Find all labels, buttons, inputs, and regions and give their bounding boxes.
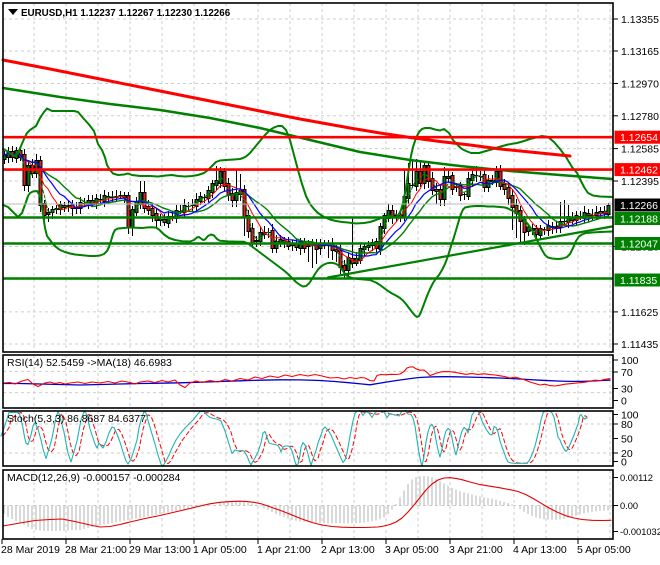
- svg-text:0: 0: [621, 396, 627, 408]
- svg-text:28 Mar 2019: 28 Mar 2019: [1, 544, 60, 556]
- svg-text:-0.001032: -0.001032: [620, 527, 660, 537]
- svg-text:1 Apr 05:00: 1 Apr 05:00: [193, 544, 247, 556]
- svg-text:1.12395: 1.12395: [621, 176, 659, 188]
- svg-text:1 Apr 21:00: 1 Apr 21:00: [257, 544, 311, 556]
- svg-text:1.13355: 1.13355: [621, 14, 659, 26]
- svg-text:1.12047: 1.12047: [620, 239, 658, 251]
- svg-text:1.11435: 1.11435: [621, 339, 658, 351]
- svg-text:EURUSD,H1 1.12237 1.12267 1.1: EURUSD,H1 1.12237 1.12267 1.12230 1.1226…: [21, 8, 231, 19]
- svg-text:RSI(14) 52.5459 ->MA(18) 46.6: RSI(14) 52.5459 ->MA(18) 46.6983: [7, 357, 172, 369]
- svg-text:1.12780: 1.12780: [621, 111, 659, 123]
- svg-text:MACD(12,26,9) -0.000157 -0.000: MACD(12,26,9) -0.000157 -0.000284: [7, 472, 181, 484]
- svg-text:29 Mar 13:00: 29 Mar 13:00: [129, 544, 191, 556]
- svg-text:30: 30: [621, 384, 633, 396]
- svg-text:1.12188: 1.12188: [620, 214, 658, 226]
- svg-text:4 Apr 13:00: 4 Apr 13:00: [513, 544, 567, 556]
- svg-text:28 Mar 21:00: 28 Mar 21:00: [65, 544, 127, 556]
- svg-text:Stoch(5,3,3) 86.8687 84.6377: Stoch(5,3,3) 86.8687 84.6377: [7, 413, 146, 425]
- svg-text:100: 100: [621, 355, 639, 367]
- svg-text:0.00112: 0.00112: [620, 473, 653, 483]
- svg-text:3 Apr 05:00: 3 Apr 05:00: [385, 544, 439, 556]
- svg-text:80: 80: [621, 419, 633, 431]
- svg-text:70: 70: [621, 367, 633, 379]
- svg-text:0: 0: [621, 457, 627, 469]
- svg-text:0.00: 0.00: [620, 501, 638, 511]
- svg-text:3 Apr 21:00: 3 Apr 21:00: [449, 544, 503, 556]
- svg-text:1.12266: 1.12266: [620, 200, 658, 212]
- svg-text:1.12970: 1.12970: [621, 79, 659, 91]
- svg-text:50: 50: [621, 434, 633, 446]
- svg-text:1.13165: 1.13165: [621, 46, 659, 58]
- svg-text:1.11625: 1.11625: [621, 307, 658, 319]
- svg-text:1.12585: 1.12585: [621, 144, 659, 156]
- svg-text:1.12654: 1.12654: [620, 132, 658, 144]
- svg-text:5 Apr 05:00: 5 Apr 05:00: [577, 544, 631, 556]
- svg-text:1.11835: 1.11835: [620, 275, 657, 287]
- svg-text:1.12462: 1.12462: [620, 165, 658, 177]
- svg-text:2 Apr 13:00: 2 Apr 13:00: [321, 544, 375, 556]
